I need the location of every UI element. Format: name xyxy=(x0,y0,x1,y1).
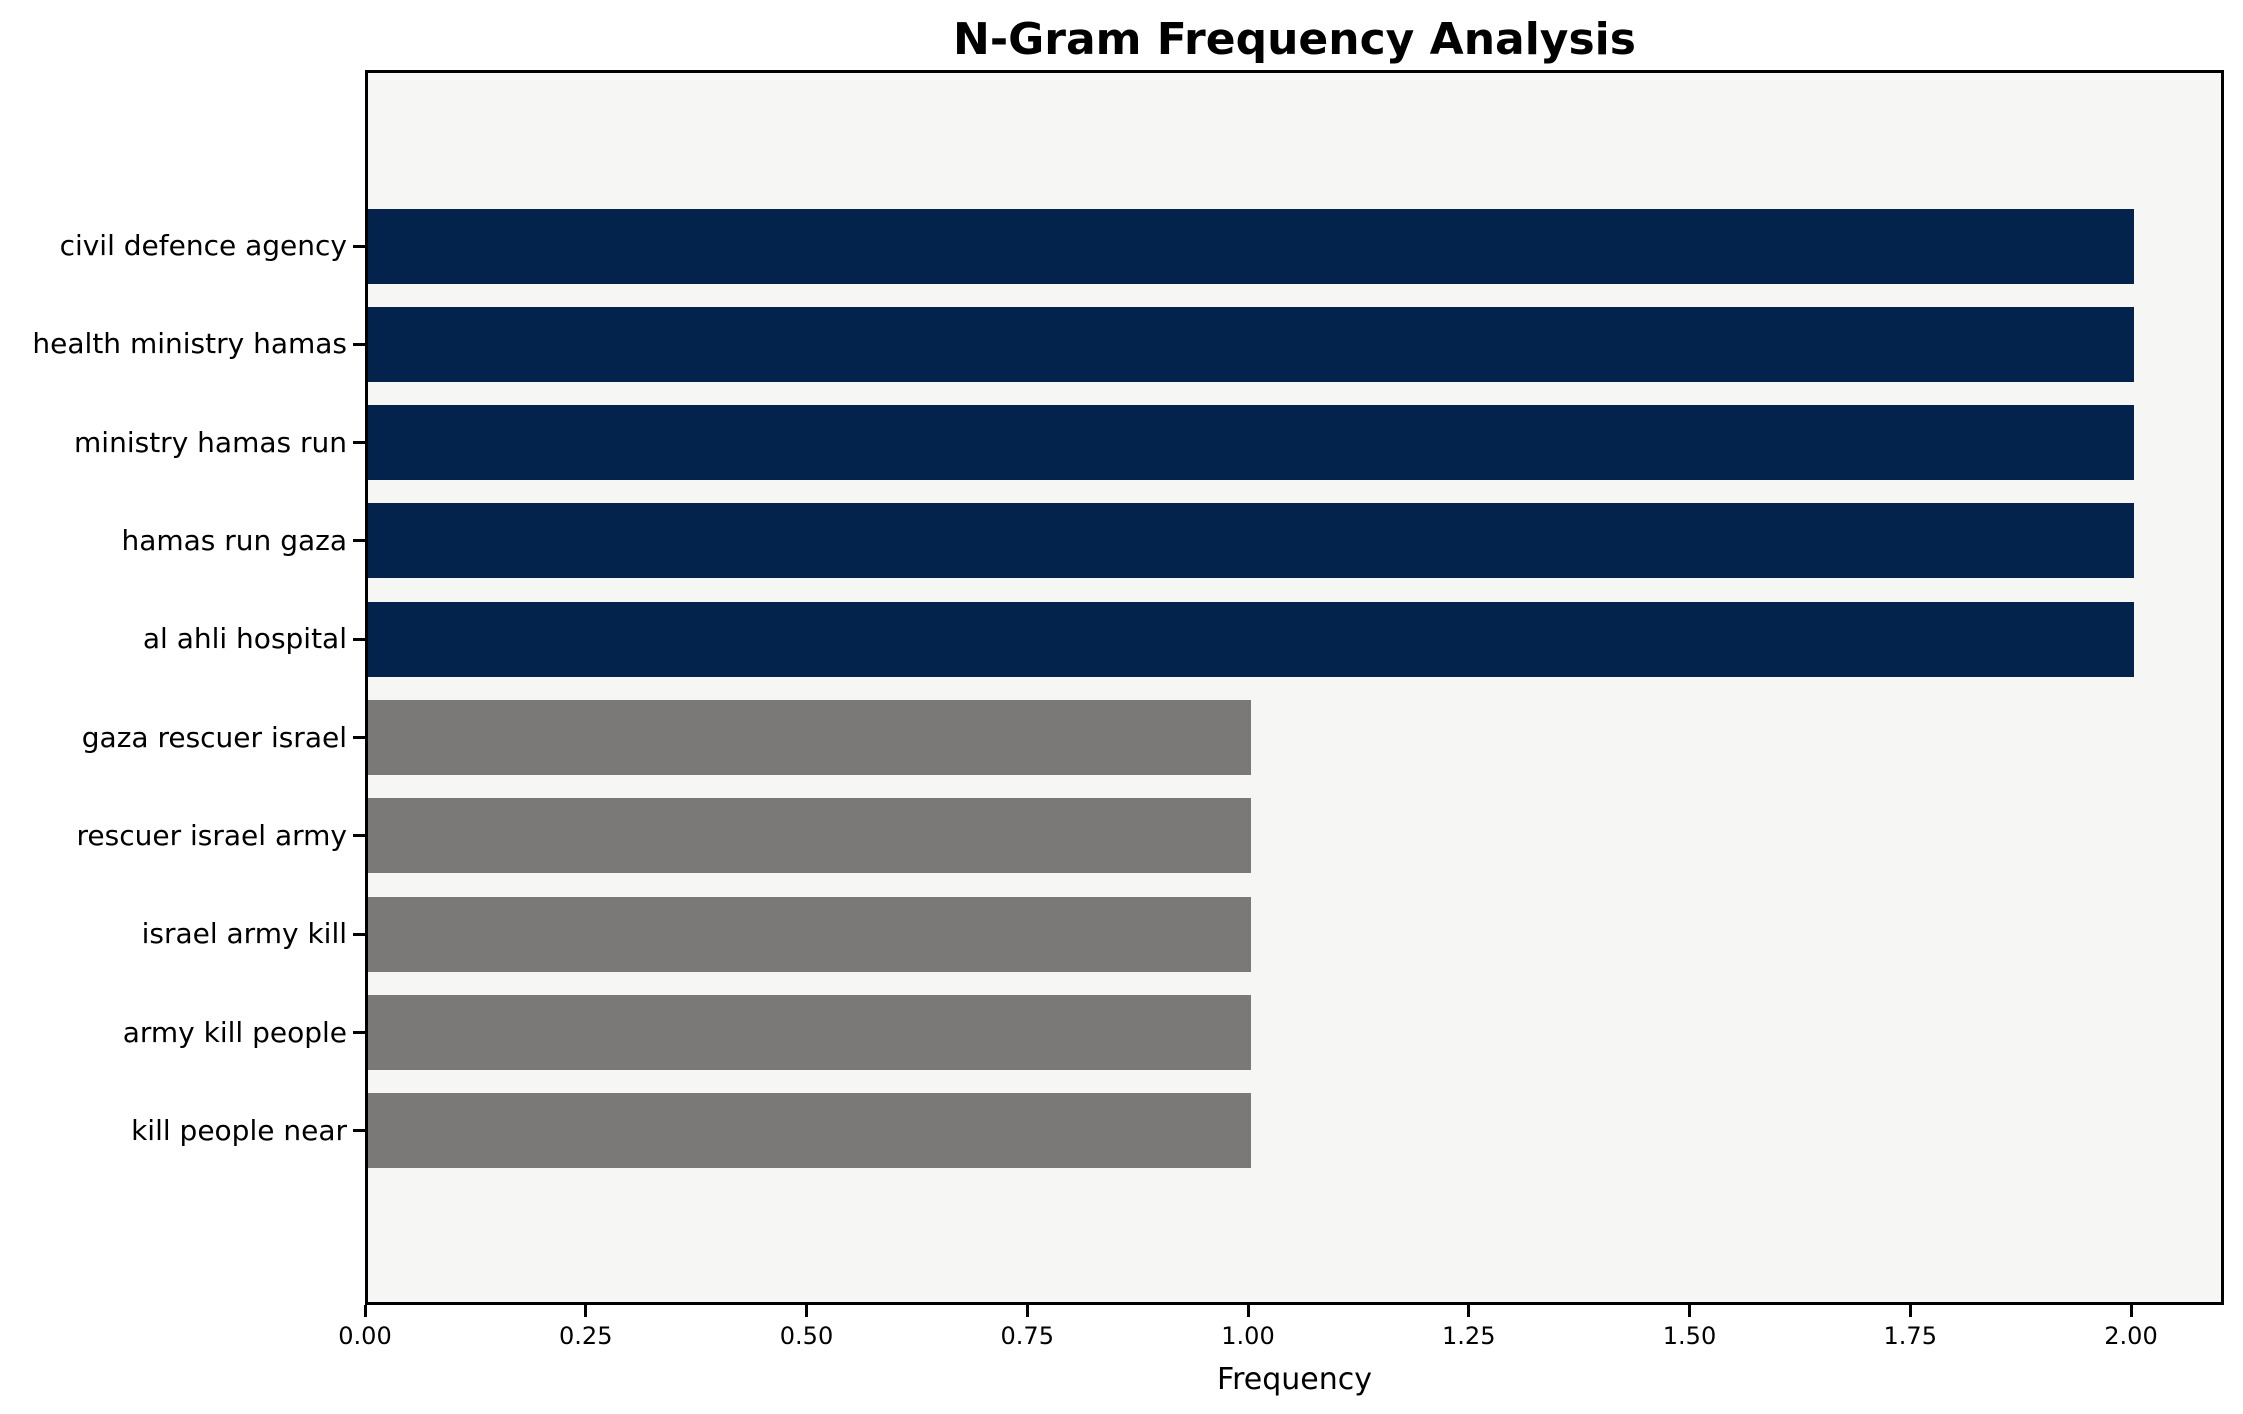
y-tick-mark xyxy=(353,932,365,936)
x-tick-mark xyxy=(584,1305,588,1317)
y-tick-mark xyxy=(353,539,365,543)
x-tick-mark xyxy=(363,1305,367,1317)
x-tick-label: 1.25 xyxy=(1442,1322,1496,1350)
y-axis-category-label: ministry hamas run xyxy=(74,425,347,459)
x-tick-label: 0.25 xyxy=(559,1322,613,1350)
x-tick-label: 2.00 xyxy=(2104,1322,2158,1350)
x-tick-label: 1.00 xyxy=(1221,1322,1275,1350)
x-tick-label: 0.00 xyxy=(338,1322,392,1350)
y-tick-mark xyxy=(353,342,365,346)
y-axis-category-label: gaza rescuer israel xyxy=(81,720,347,754)
y-axis-category-label: kill people near xyxy=(131,1113,347,1147)
y-tick-mark xyxy=(353,736,365,740)
y-axis-category-label: army kill people xyxy=(122,1015,347,1049)
bar-al-ahli-hospital xyxy=(368,601,2134,677)
x-tick-label: 0.75 xyxy=(1000,1322,1054,1350)
y-axis-category-label: israel army kill xyxy=(141,917,347,951)
x-tick-mark xyxy=(2129,1305,2133,1317)
bar-rescuer-israel-army xyxy=(368,798,1251,874)
bar-gaza-rescuer-israel xyxy=(368,700,1251,776)
x-tick-label: 1.75 xyxy=(1883,1322,1937,1350)
bar-civil-defence-agency xyxy=(368,208,2134,284)
y-tick-mark xyxy=(353,441,365,445)
x-tick-mark xyxy=(1908,1305,1912,1317)
x-tick-mark xyxy=(1688,1305,1691,1317)
x-tick-mark xyxy=(1246,1305,1250,1317)
y-tick-mark xyxy=(353,637,365,641)
x-tick-mark xyxy=(1025,1305,1029,1317)
y-tick-mark xyxy=(353,1031,365,1035)
x-tick-mark xyxy=(805,1305,808,1317)
y-axis-category-label: hamas run gaza xyxy=(121,523,347,557)
bar-ministry-hamas-run xyxy=(368,405,2134,481)
y-axis-category-label: health ministry hamas xyxy=(32,327,347,361)
x-tick-mark xyxy=(1467,1305,1471,1317)
bar-health-ministry-hamas xyxy=(368,306,2134,382)
x-axis-label: Frequency xyxy=(1217,1362,1372,1397)
x-tick-label: 0.50 xyxy=(779,1322,834,1350)
x-tick-label: 1.50 xyxy=(1662,1322,1717,1350)
y-axis-category-label: civil defence agency xyxy=(59,229,347,262)
plot-area xyxy=(365,70,2224,1305)
bar-army-kill-people xyxy=(368,995,1251,1071)
bar-kill-people-near xyxy=(368,1093,1251,1169)
y-tick-mark xyxy=(353,834,365,838)
chart-title: N-Gram Frequency Analysis xyxy=(953,14,1636,65)
y-tick-mark xyxy=(353,244,365,248)
y-tick-mark xyxy=(353,1129,365,1133)
bar-hamas-run-gaza xyxy=(368,503,2134,579)
y-axis-category-label: rescuer israel army xyxy=(76,818,347,852)
y-axis-category-label: al ahli hospital xyxy=(142,622,347,656)
bar-israel-army-kill xyxy=(368,896,1251,972)
